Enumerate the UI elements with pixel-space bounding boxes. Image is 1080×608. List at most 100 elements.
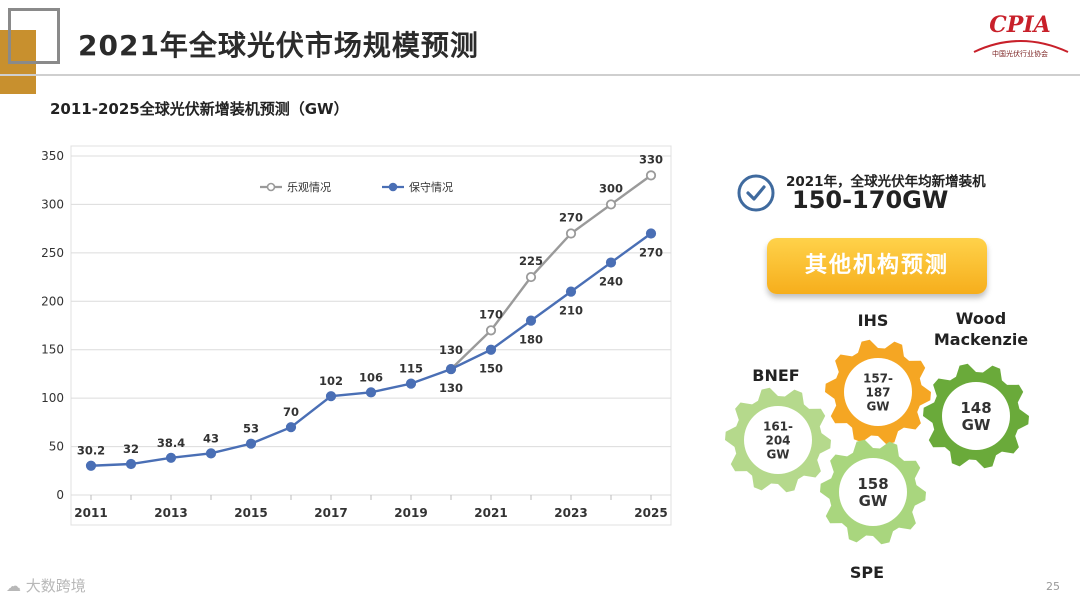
data-point xyxy=(445,363,457,375)
logo-swoosh-icon xyxy=(973,40,1069,53)
data-label: 270 xyxy=(639,245,663,259)
data-label: 300 xyxy=(599,181,623,195)
data-point xyxy=(525,271,537,283)
page-number: 25 xyxy=(1046,580,1060,593)
x-tick-label: 2017 xyxy=(314,506,347,520)
y-tick-label: 50 xyxy=(49,440,64,454)
gear-center xyxy=(744,406,812,474)
forecast-value: GW xyxy=(859,492,888,510)
data-point xyxy=(205,448,217,459)
data-label: 32 xyxy=(123,442,139,456)
data-label: 115 xyxy=(399,362,423,376)
y-tick-label: 200 xyxy=(41,294,64,308)
series-line xyxy=(450,174,652,370)
data-point xyxy=(565,286,577,297)
gear-center xyxy=(844,358,912,426)
data-label: 170 xyxy=(479,307,503,321)
x-tick-label: 2025 xyxy=(634,506,667,520)
logo-subtitle: 中国光伏行业协会 xyxy=(992,50,1048,58)
x-tick-label: 2019 xyxy=(394,506,427,520)
agency-label: SPE xyxy=(850,563,884,582)
brand-mark-icon: ☁︎ xyxy=(6,577,26,595)
data-point xyxy=(645,228,657,239)
data-label: 130 xyxy=(439,343,463,357)
data-point xyxy=(565,228,577,239)
forecast-value: 161- xyxy=(763,419,793,433)
data-point xyxy=(485,344,497,355)
legend-label: 保守情况 xyxy=(409,180,453,194)
agency-label: Wood xyxy=(956,309,1007,328)
x-tick-label: 2013 xyxy=(154,506,187,520)
x-tick-label: 2015 xyxy=(234,506,267,520)
data-label: 270 xyxy=(559,210,583,224)
data-point xyxy=(605,257,617,268)
forecast-value: GW xyxy=(962,416,991,434)
data-point xyxy=(645,170,657,181)
data-label: 150 xyxy=(479,362,503,376)
data-point xyxy=(85,460,97,471)
line-chart: 0 50 100 150 200 250 300 350 2011 2013 2015 2017 201… xyxy=(30,138,676,532)
forecast-value: 204 xyxy=(765,433,790,447)
logo-text: CPIA xyxy=(989,12,1051,38)
line-chart-svg: 0 50 100 150 200 250 300 350 2011 2013 2015 2017 201… xyxy=(41,145,672,526)
forecast-value: 148 xyxy=(960,399,991,417)
data-label: 225 xyxy=(519,254,543,268)
title-divider xyxy=(0,74,1080,76)
data-point xyxy=(405,378,417,389)
accent-frame xyxy=(8,8,60,64)
agency-label: BNEF xyxy=(752,366,799,385)
checkmark-circle-icon xyxy=(737,174,775,212)
footer-brand-text: 大数跨境 xyxy=(25,577,86,595)
target-value: 150-170GW xyxy=(792,186,949,214)
forecast-value: 187 xyxy=(865,385,890,399)
data-point xyxy=(525,315,537,326)
page-title: 2021年全球光伏市场规模预测 xyxy=(78,29,479,62)
forecast-value: GW xyxy=(866,399,889,413)
chart-title: 2011-2025全球光伏新增装机预测（GW） xyxy=(50,100,349,118)
forecast-value: 157- xyxy=(863,371,893,385)
x-tick-label: 2021 xyxy=(474,506,507,520)
y-tick-label: 100 xyxy=(41,391,64,405)
data-label: 30.2 xyxy=(77,444,105,458)
gear-center xyxy=(942,382,1010,450)
data-label: 210 xyxy=(559,304,583,318)
y-tick-label: 0 xyxy=(56,488,64,502)
data-label: 240 xyxy=(599,275,623,289)
agency-label: IHS xyxy=(858,311,889,330)
cpia-logo: CPIA 中国光伏行业协会 xyxy=(968,12,1072,62)
data-point xyxy=(125,458,137,470)
agency-label: Mackenzie xyxy=(934,330,1028,349)
data-point xyxy=(245,438,257,449)
data-point xyxy=(165,452,177,463)
y-tick-label: 300 xyxy=(41,197,64,211)
x-tick-label: 2011 xyxy=(74,506,107,520)
gears-svg: IHS157-187GWWoodMackenzie148GWBNEF161-20… xyxy=(725,309,1029,582)
data-label: 38.4 xyxy=(157,436,185,450)
agency-forecast-gears: IHS 157- 187 GW Wood Mackenzie 148 GW BNEF 161- 20… xyxy=(720,300,1080,600)
legend-marker xyxy=(388,182,398,192)
y-tick-label: 350 xyxy=(41,149,64,163)
data-label: 102 xyxy=(319,374,343,388)
data-point xyxy=(485,325,497,336)
data-label: 43 xyxy=(203,431,219,445)
forecast-value: GW xyxy=(766,447,789,461)
data-label: 330 xyxy=(639,152,663,166)
data-label: 130 xyxy=(439,381,463,395)
target-label: 2021年，全球光伏年均新增装机 xyxy=(786,174,986,190)
data-point xyxy=(285,422,297,433)
plot-area xyxy=(70,145,672,526)
y-tick-label: 250 xyxy=(41,246,64,260)
data-point xyxy=(325,391,337,402)
data-label: 180 xyxy=(519,333,543,347)
forecast-value: 158 xyxy=(857,475,888,493)
legend-label: 乐观情况 xyxy=(287,181,331,194)
x-tick-label: 2023 xyxy=(554,506,587,520)
gear-center xyxy=(839,458,907,526)
data-label: 70 xyxy=(283,405,299,419)
other-agencies-button[interactable]: 其他机构预测 xyxy=(767,238,987,294)
y-tick-label: 150 xyxy=(41,343,64,357)
data-label: 106 xyxy=(359,370,383,384)
data-point xyxy=(365,387,377,398)
data-label: 53 xyxy=(243,422,259,436)
data-point xyxy=(605,199,617,210)
